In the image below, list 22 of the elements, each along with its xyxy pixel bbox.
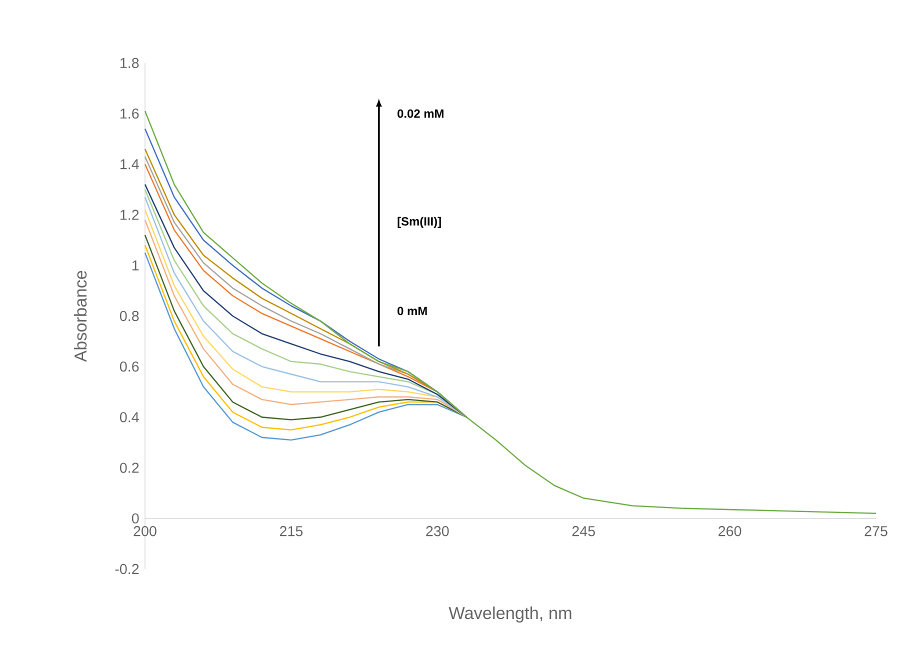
- y-tick-label: 0.6: [120, 362, 139, 372]
- y-tick-label: 1.4: [120, 159, 139, 170]
- y-tick-label: -0.2: [115, 564, 139, 574]
- annotation: 0 mM: [398, 306, 427, 316]
- y-tick-label: 0.4: [120, 412, 139, 422]
- y-tick-label: 0.2: [120, 462, 139, 473]
- annotation: 0.02 mM: [398, 109, 444, 118]
- y-axis-title: Absorbance: [74, 270, 87, 362]
- x-tick-label: 260: [718, 526, 742, 536]
- x-tick-label: 200: [134, 526, 156, 536]
- x-tick-label: 245: [572, 526, 595, 536]
- x-axis-title: Wavelength, nm: [448, 606, 572, 623]
- y-tick-label: 1.2: [120, 210, 139, 220]
- y-tick-label: 1.8: [120, 58, 139, 68]
- y-tick-label: 1.6: [120, 108, 139, 119]
- y-tick-label: 1: [132, 260, 139, 270]
- x-tick-label: 215: [280, 526, 303, 536]
- annotation: [Sm(III)]: [398, 216, 441, 228]
- y-tick-label: 0: [132, 513, 139, 524]
- x-tick-label: 230: [426, 526, 449, 536]
- x-tick-label: 275: [864, 526, 888, 536]
- y-tick-label: 0.8: [120, 310, 139, 322]
